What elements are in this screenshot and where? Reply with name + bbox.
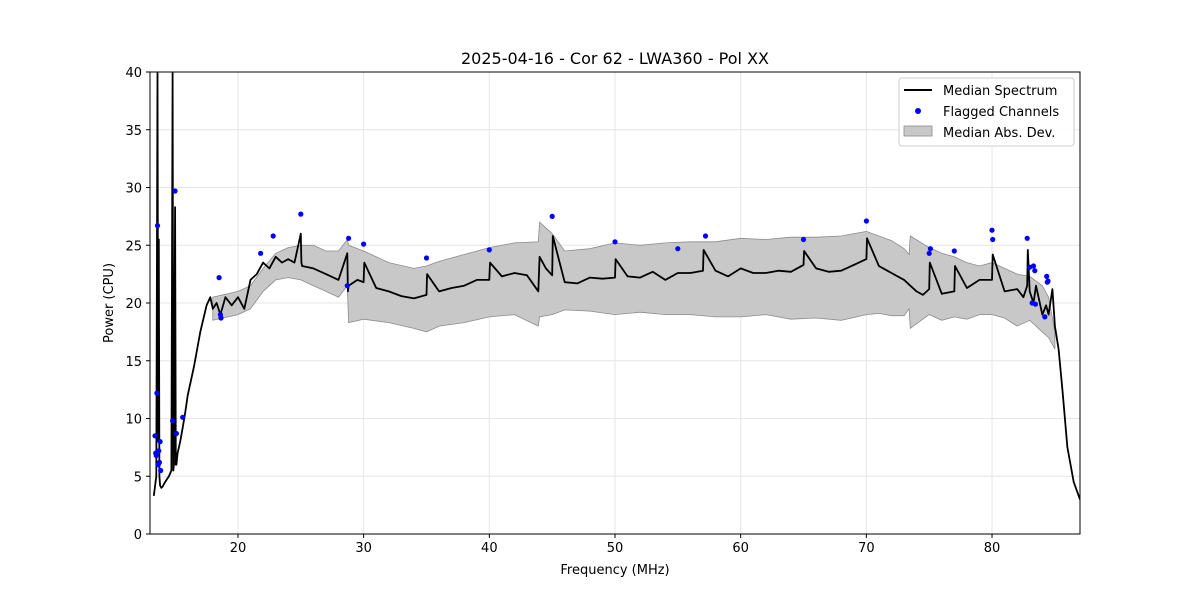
flagged-channel-point bbox=[152, 433, 158, 439]
y-tick-label: 35 bbox=[125, 124, 142, 139]
flagged-channel-point bbox=[154, 390, 160, 396]
flagged-channel-point bbox=[218, 315, 224, 321]
y-axis: 0 5 10 15 20 25 30 35 40 bbox=[125, 66, 150, 543]
x-tick-label: 70 bbox=[858, 541, 875, 556]
legend: Median Spectrum Flagged Channels Median … bbox=[898, 77, 1075, 147]
flagged-channel-point bbox=[1042, 314, 1048, 320]
flagged-channel-point bbox=[1045, 278, 1051, 284]
y-tick-label: 0 bbox=[134, 528, 142, 543]
legend-box bbox=[898, 77, 1075, 147]
flagged-channel-point bbox=[990, 236, 996, 243]
flagged-channel-point bbox=[675, 246, 681, 252]
flagged-channel-point bbox=[1032, 301, 1038, 307]
flagged-channel-point bbox=[423, 255, 430, 261]
x-tick-label: 40 bbox=[481, 541, 498, 556]
flagged-channel-point bbox=[361, 241, 367, 247]
legend-flagged-label: Flagged Channels bbox=[943, 105, 1059, 120]
x-tick-label: 80 bbox=[984, 541, 1001, 556]
median-spectrum-line bbox=[152, 72, 1080, 500]
x-tick-label: 30 bbox=[355, 541, 372, 556]
legend-mad-label: Median Abs. Dev. bbox=[943, 126, 1055, 141]
flagged-channel-point bbox=[154, 223, 161, 229]
flagged-channel-point bbox=[270, 233, 276, 239]
flagged-channel-point bbox=[180, 414, 186, 420]
flagged-channel-point bbox=[156, 448, 162, 454]
x-axis: 20 30 40 50 60 70 80 bbox=[230, 534, 1001, 556]
flagged-channel-point bbox=[158, 467, 164, 474]
flagged-channel-point bbox=[172, 188, 178, 194]
flagged-channel-point bbox=[863, 218, 870, 224]
x-axis-label: Frequency (MHz) bbox=[560, 563, 669, 578]
y-tick-label: 10 bbox=[125, 413, 142, 428]
flagged-channel-point bbox=[216, 275, 222, 281]
flagged-channel-point bbox=[800, 236, 807, 243]
flagged-channel-point bbox=[153, 452, 159, 459]
x-tick-label: 50 bbox=[607, 541, 624, 556]
flagged-channel-point bbox=[173, 430, 179, 437]
x-tick-label: 20 bbox=[230, 541, 247, 556]
flagged-channel-point bbox=[157, 439, 163, 445]
mad-band bbox=[212, 221, 1056, 350]
y-tick-label: 15 bbox=[125, 355, 142, 370]
flagged-channel-point bbox=[1032, 268, 1038, 274]
flagged-channel-point bbox=[170, 418, 176, 424]
legend-median-label: Median Spectrum bbox=[943, 84, 1057, 99]
flagged-channel-point bbox=[156, 459, 162, 465]
flagged-channel-point bbox=[612, 239, 618, 245]
flagged-channel-point bbox=[1024, 235, 1030, 241]
legend-flagged-swatch bbox=[915, 108, 921, 114]
flagged-channel-point bbox=[344, 283, 350, 289]
y-tick-label: 40 bbox=[125, 66, 142, 81]
chart-title: 2025-04-16 - Cor 62 - LWA360 - Pol XX bbox=[461, 49, 769, 68]
flagged-channel-point bbox=[1044, 273, 1050, 279]
flagged-channel-point bbox=[1030, 263, 1037, 269]
flagged-channel-point bbox=[951, 248, 957, 254]
flagged-channel-point bbox=[926, 250, 932, 256]
flagged-channel-point bbox=[486, 247, 492, 253]
flagged-channel-point bbox=[927, 246, 934, 252]
flagged-channel-point bbox=[298, 211, 304, 217]
y-tick-label: 5 bbox=[134, 470, 142, 485]
flagged-channel-point bbox=[258, 250, 264, 256]
flagged-channel-point bbox=[702, 233, 709, 239]
y-tick-label: 25 bbox=[125, 239, 142, 254]
x-tick-label: 60 bbox=[732, 541, 749, 556]
flagged-points-layer bbox=[152, 188, 1051, 474]
flagged-channel-point bbox=[549, 213, 555, 219]
flagged-channel-point bbox=[989, 227, 995, 233]
legend-mad-swatch bbox=[903, 125, 933, 137]
y-axis-label: Power (CPU) bbox=[102, 263, 117, 343]
mad-band-layer bbox=[212, 221, 1056, 350]
y-tick-label: 30 bbox=[125, 182, 142, 197]
median-line-layer bbox=[152, 72, 1080, 500]
y-tick-label: 20 bbox=[125, 297, 142, 312]
flagged-channel-point bbox=[346, 235, 352, 241]
